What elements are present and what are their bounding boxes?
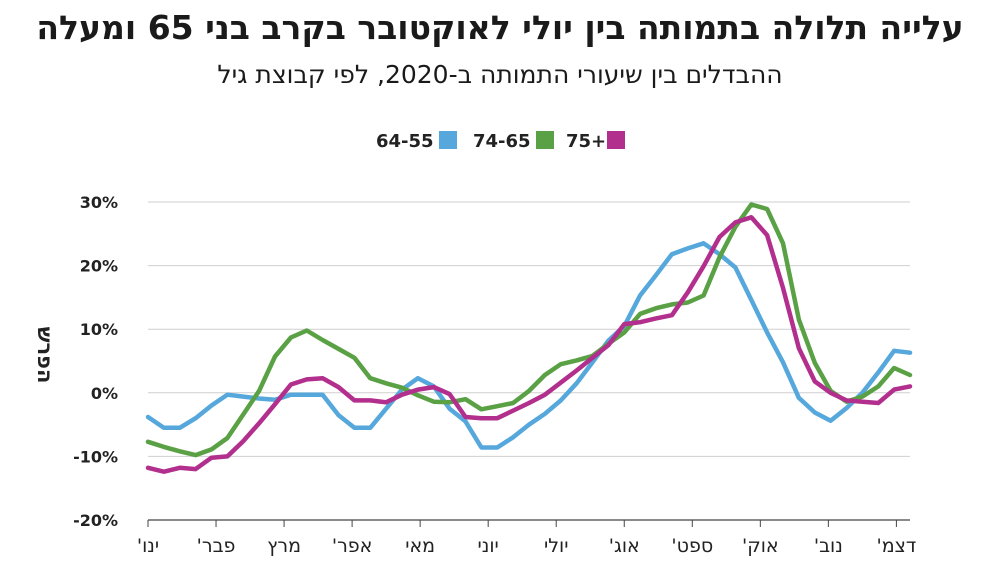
series-line-74-65: [145, 202, 913, 458]
x-tick-label: אוג': [609, 535, 640, 557]
legend-swatch: [607, 131, 625, 149]
x-tick-label: ספט': [671, 535, 713, 557]
x-tick-label: דצמ': [877, 535, 917, 557]
x-tick-label: יוני: [478, 535, 499, 557]
y-tick-label: 10%: [80, 320, 118, 339]
chart-subtitle: ההבדלים בין שיעורי התמותה ב-2020, לפי קב…: [217, 60, 783, 89]
y-tick-label: 0%: [91, 384, 118, 403]
x-tick-label: פבר': [197, 535, 236, 557]
x-tick-label: יולי: [544, 535, 568, 557]
x-tick-label: מרץ: [267, 535, 301, 557]
y-tick-label: -20%: [73, 511, 118, 530]
chart-title: עלייה תלולה בתמותה בין יולי לאוקטובר בקר…: [36, 8, 964, 47]
y-tick-label: -10%: [73, 447, 118, 466]
legend-swatch: [536, 131, 554, 149]
series-line-64-55: [145, 241, 913, 450]
x-tick-label: מאי: [405, 535, 435, 557]
y-tick-label: 30%: [80, 193, 118, 212]
y-tick-label: 20%: [80, 257, 118, 276]
legend-label: 75+: [566, 131, 606, 152]
x-tick-label: אוק': [742, 535, 779, 557]
legend-label: 64-55: [376, 131, 434, 152]
legend-label: 74-65: [473, 131, 531, 152]
x-tick-label: אפר': [332, 535, 373, 557]
x-tick-label: נוב': [814, 535, 843, 557]
y-axis-label: הפרש: [33, 327, 57, 384]
legend-swatch: [439, 131, 457, 149]
series-line-75+: [145, 215, 913, 474]
x-tick-label: ינו': [137, 535, 159, 557]
